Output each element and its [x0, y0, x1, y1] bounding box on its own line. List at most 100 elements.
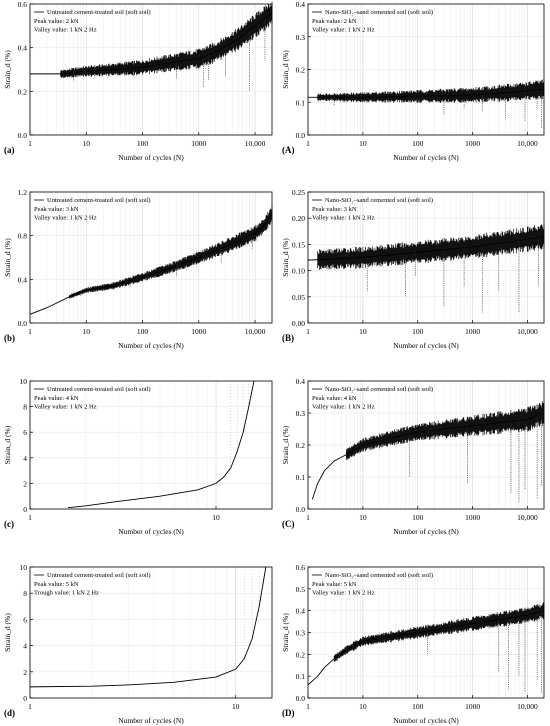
plot-frame — [29, 380, 273, 510]
x-tick-label: 10,000 — [517, 702, 538, 711]
y-axis-label: Strain_d (%) — [3, 613, 12, 652]
oscillation-band — [317, 224, 545, 271]
y-tick-label: 0.2 — [296, 441, 306, 450]
data-series — [29, 205, 273, 315]
x-axis-label: Number of cycles (N) — [118, 153, 184, 162]
legend: Nano-SiO₂–sand cemented soil (soft soil)… — [312, 386, 433, 411]
x-tick-label: 1000 — [465, 513, 480, 522]
chart-panel: 0.0 0.4 0.8 1.2 1 10 100 1000 10,000 Number of cy… — [3, 188, 273, 350]
oscillation-band — [345, 401, 545, 461]
x-tick-label: 100 — [412, 513, 424, 522]
y-tick-label: 0.1 — [296, 473, 306, 482]
x-tick-label: 10 — [212, 513, 220, 522]
legend-condition: Peak value: 5 kN — [312, 581, 357, 588]
legend-condition: Peak value: 2 kN — [312, 18, 357, 25]
data-series — [29, 566, 267, 688]
x-tick-label: 10 — [83, 327, 91, 336]
legend-condition: Peak value: 4 kN — [312, 395, 357, 402]
legend: Nano-SiO₂–sand cemented soil (soft soil)… — [312, 197, 433, 222]
x-tick-label: 10,000 — [517, 513, 538, 522]
panel-label: (D) — [282, 708, 295, 718]
y-tick-label: 0.0 — [18, 319, 28, 328]
y-tick-label: 6 — [23, 428, 27, 437]
x-axis-label: Number of cycles (N) — [393, 716, 459, 725]
y-tick-label: 10 — [20, 377, 28, 386]
y-tick-label: 0.1 — [296, 98, 306, 107]
y-tick-label: 0.0 — [18, 131, 28, 140]
x-tick-label: 1000 — [191, 139, 206, 148]
chart-panel: 0.0 0.2 0.4 0.6 1 10 100 1000 10,000 Number of cy… — [3, 0, 273, 162]
x-tick-label: 1 — [306, 327, 310, 336]
x-tick-label: 1 — [28, 513, 32, 522]
x-axis-label: Number of cycles (N) — [393, 153, 459, 162]
data-series — [308, 79, 545, 129]
x-tick-label: 100 — [412, 139, 424, 148]
y-tick-label: 0.05 — [292, 293, 305, 302]
x-tick-label: 10 — [359, 327, 367, 336]
y-tick-label: 0.8 — [18, 232, 28, 241]
chart-panel: 0 2 4 6 8 10 1 10 Number of cycles (N) Strain_d (… — [3, 563, 273, 725]
panel-label: (B) — [282, 333, 294, 343]
plot-frame — [29, 3, 273, 136]
x-tick-label: 10 — [359, 702, 367, 711]
trend-line — [311, 412, 545, 500]
legend-condition: Peak value: 3 kN — [312, 206, 357, 213]
oscillation-band — [317, 79, 545, 103]
x-tick-label: 10,000 — [245, 139, 266, 148]
y-tick-label: 0.0 — [296, 131, 306, 140]
x-axis-label: Number of cycles (N) — [118, 527, 184, 536]
panel-label: (C) — [282, 519, 295, 529]
legend-series-label: Untreated cement-treated soil (soft soil… — [47, 197, 151, 204]
y-tick-label: 0.4 — [296, 377, 306, 386]
y-tick-label: 0.4 — [296, 0, 306, 9]
data-series — [30, 1, 273, 92]
panel-label: (b) — [4, 333, 15, 343]
chart-panel: 0 2 4 6 8 10 1 10 Number of cycles (N) Strain_d (… — [3, 377, 273, 536]
x-tick-label: 1000 — [191, 327, 206, 336]
x-tick-label: 10 — [359, 513, 367, 522]
y-axis-label: Strain_d (%) — [3, 238, 12, 277]
x-tick-label: 1 — [28, 139, 32, 148]
plot-frame — [307, 191, 545, 324]
legend-series-label: Nano-SiO₂–sand cemented soil (soft soil) — [325, 386, 433, 393]
trend-line — [30, 12, 273, 75]
legend-series-label: Untreated cement-treated soil (soft soil… — [47, 386, 151, 393]
legend: Untreated cement-treated soil (soft soil… — [34, 386, 151, 411]
legend-condition: Valley value: 1 kN 2 Hz — [312, 404, 375, 411]
y-tick-label: 1.2 — [18, 188, 28, 197]
chart-panel: 0.0 0.1 0.2 0.3 0.4 1 10 100 1000 10,000 Number of… — [281, 0, 545, 162]
legend-series-label: Untreated cement-treated soil (soft soil… — [47, 572, 151, 579]
legend-condition: Peak value: 5 kN — [34, 581, 79, 588]
y-axis-label: Strain_d (%) — [3, 425, 12, 464]
trend-line — [308, 88, 545, 98]
y-tick-label: 0.6 — [18, 0, 28, 9]
legend: Nano-SiO₂–sand cemented soil (soft soil)… — [312, 9, 433, 34]
legend-condition: Valley value: 1 kN 2 Hz — [34, 27, 97, 34]
oscillation-band — [333, 602, 545, 662]
trend-line — [307, 236, 545, 261]
y-tick-label: 8 — [23, 589, 27, 598]
legend: Untreated cement-treated soil (soft soil… — [34, 197, 151, 222]
y-tick-label: 0.6 — [296, 563, 306, 572]
y-tick-label: 0.3 — [296, 629, 306, 638]
y-tick-label: 0 — [23, 694, 27, 703]
chart-panel: 0.0 0.1 0.2 0.3 0.4 0.5 0.6 1 10 100 1000 10,000 Num… — [281, 563, 545, 725]
y-tick-label: 0.4 — [18, 275, 28, 284]
x-tick-label: 1 — [306, 702, 310, 711]
x-axis-label: Number of cycles (N) — [118, 716, 184, 725]
trend-line — [307, 610, 545, 686]
gridlines — [29, 191, 273, 324]
legend-condition: Peak value: 4 kN — [34, 395, 79, 402]
y-tick-label: 2 — [23, 479, 27, 488]
y-tick-label: 0.3 — [296, 33, 306, 42]
oscillation-band — [68, 205, 273, 299]
gridlines — [307, 566, 545, 699]
y-axis-label: Strain_d (%) — [281, 50, 290, 89]
legend: Untreated cement-treated soil (soft soil… — [34, 9, 151, 34]
legend-series-label: Nano-SiO₂–sand cemented soil (soft soil) — [325, 197, 433, 204]
panel-label: (d) — [4, 708, 15, 718]
x-tick-label: 10 — [232, 702, 240, 711]
legend: Nano-SiO₂–sand cemented soil (soft soil)… — [312, 572, 433, 597]
x-axis-label: Number of cycles (N) — [393, 341, 459, 350]
